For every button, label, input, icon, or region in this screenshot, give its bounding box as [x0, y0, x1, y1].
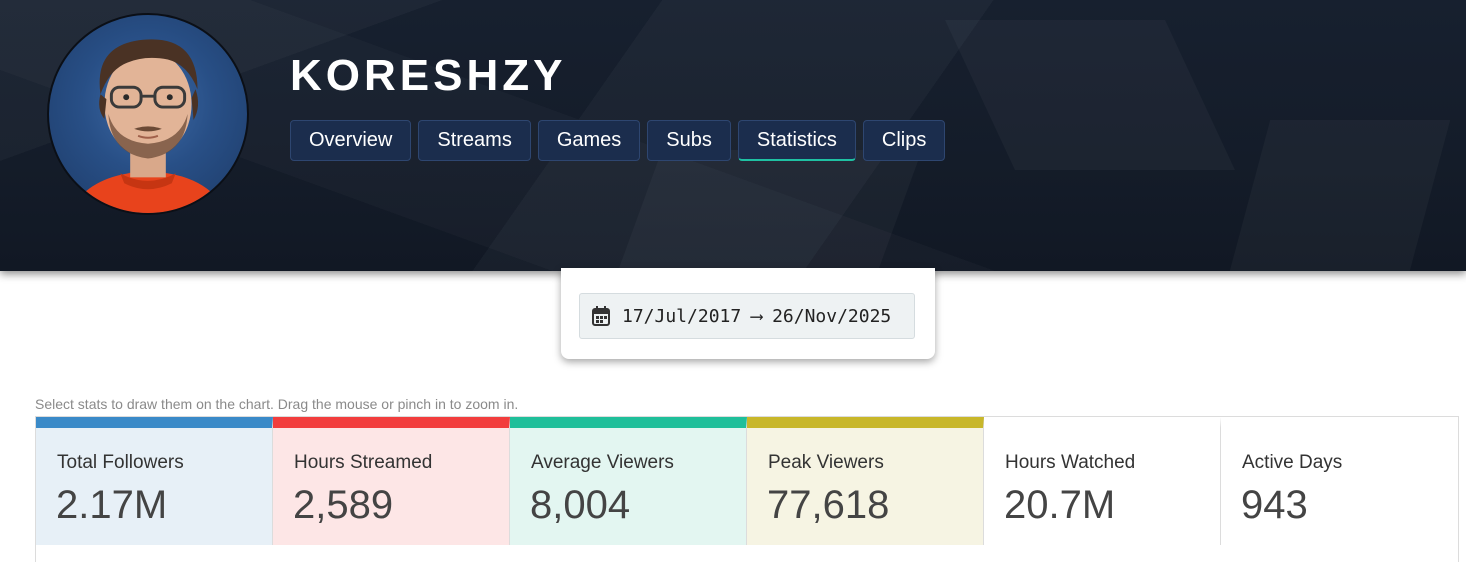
stat-label: Average Viewers	[531, 452, 674, 473]
stat-active-days[interactable]: Active Days 943	[1221, 417, 1458, 545]
date-range-card: 17/Jul/2017 ⟶ 26/Nov/2025	[561, 268, 935, 359]
stat-value: 20.7M	[1004, 483, 1116, 527]
arrow-right-icon: ⟶	[751, 305, 763, 327]
tab-streams[interactable]: Streams	[418, 120, 531, 161]
tab-subs[interactable]: Subs	[647, 120, 731, 161]
chart-hint: Select stats to draw them on the chart. …	[35, 396, 519, 412]
date-range-picker[interactable]: 17/Jul/2017 ⟶ 26/Nov/2025	[579, 293, 915, 339]
stat-value: 2.17M	[56, 483, 168, 527]
stat-value: 77,618	[767, 483, 890, 527]
avatar	[47, 13, 249, 215]
stat-hours-streamed[interactable]: Hours Streamed 2,589	[273, 417, 510, 545]
tab-overview[interactable]: Overview	[290, 120, 412, 161]
stat-hours-watched[interactable]: Hours Watched 20.7M	[984, 417, 1221, 545]
channel-tabs: Overview Streams Games Subs Statistics C…	[290, 120, 946, 161]
date-range-start: 17/Jul/2017	[622, 305, 742, 327]
channel-banner: KORESHZY Overview Streams Games Subs Sta…	[0, 0, 1466, 271]
banner-decoration	[1230, 120, 1450, 271]
stat-label: Total Followers	[57, 452, 184, 473]
stat-value: 8,004	[530, 483, 631, 527]
date-range-end: 26/Nov/2025	[772, 305, 892, 327]
stat-average-viewers[interactable]: Average Viewers 8,004	[510, 417, 747, 545]
channel-name: KORESHZY	[290, 51, 567, 100]
stat-peak-viewers[interactable]: Peak Viewers 77,618	[747, 417, 984, 545]
tab-clips[interactable]: Clips	[862, 120, 946, 161]
tab-games[interactable]: Games	[537, 120, 641, 161]
tab-statistics[interactable]: Statistics	[737, 120, 856, 161]
stat-label: Hours Streamed	[294, 452, 433, 473]
stats-row: Total Followers 2.17M Hours Streamed 2,5…	[36, 417, 1458, 545]
banner-decoration	[618, 150, 922, 271]
stat-value: 943	[1241, 483, 1308, 527]
stat-total-followers[interactable]: Total Followers 2.17M	[36, 417, 273, 545]
stat-value: 2,589	[293, 483, 394, 527]
stat-label: Hours Watched	[1005, 452, 1136, 473]
stats-panel: Total Followers 2.17M Hours Streamed 2,5…	[35, 416, 1459, 562]
stat-label: Active Days	[1242, 452, 1343, 473]
avatar-image	[68, 39, 228, 213]
calendar-icon	[592, 306, 610, 326]
banner-decoration	[945, 20, 1235, 170]
stat-label: Peak Viewers	[768, 452, 884, 473]
